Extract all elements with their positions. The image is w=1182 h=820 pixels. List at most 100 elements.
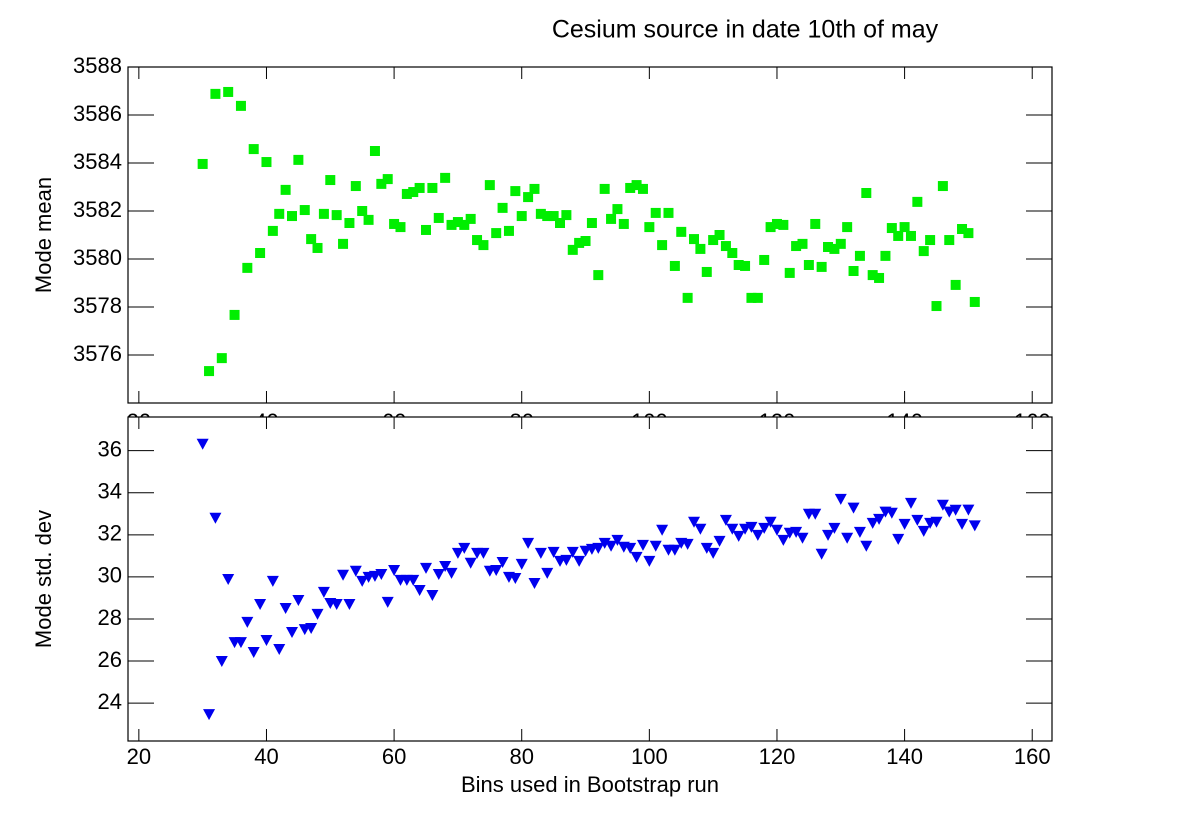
point xyxy=(254,599,267,611)
point xyxy=(765,222,776,233)
point xyxy=(216,353,227,364)
point xyxy=(209,512,222,524)
point xyxy=(592,542,605,554)
point xyxy=(834,493,847,505)
point xyxy=(611,534,624,546)
point xyxy=(810,218,821,229)
point xyxy=(949,504,962,516)
point xyxy=(688,516,701,528)
point xyxy=(848,266,859,276)
point xyxy=(330,599,343,611)
point xyxy=(822,529,835,541)
point xyxy=(803,260,814,270)
point xyxy=(854,250,865,261)
point xyxy=(758,522,771,534)
point xyxy=(624,542,637,554)
point xyxy=(325,175,336,186)
x-tick-label: 100 xyxy=(631,409,668,434)
point xyxy=(637,183,648,194)
point xyxy=(746,292,757,303)
point xyxy=(464,557,477,569)
point xyxy=(598,537,611,549)
point xyxy=(566,546,579,558)
point xyxy=(777,534,790,546)
plot-frame xyxy=(127,66,1053,404)
point xyxy=(899,222,910,233)
x-tick-label: 140 xyxy=(886,409,923,434)
point xyxy=(376,178,387,189)
point xyxy=(682,292,693,303)
point xyxy=(306,234,317,245)
point xyxy=(605,540,618,552)
x-axis-label: Bins used in Bootstrap run xyxy=(461,772,719,797)
point xyxy=(944,235,955,246)
point xyxy=(676,226,687,237)
point xyxy=(701,266,712,277)
point xyxy=(593,270,604,281)
point xyxy=(631,180,642,191)
point xyxy=(663,207,674,218)
point xyxy=(414,182,425,193)
point xyxy=(247,647,260,659)
point xyxy=(618,218,629,229)
point xyxy=(918,246,929,257)
point xyxy=(472,235,483,246)
x-tick-label: 160 xyxy=(1014,409,1051,434)
point xyxy=(548,211,559,222)
point xyxy=(796,532,809,544)
point xyxy=(847,502,860,514)
point xyxy=(898,518,911,530)
y-tick-label: 3578 xyxy=(73,293,122,318)
point xyxy=(707,547,720,559)
point xyxy=(853,526,866,538)
point xyxy=(274,208,285,219)
point xyxy=(816,261,827,272)
point xyxy=(745,521,758,533)
point xyxy=(727,248,738,258)
point xyxy=(842,222,853,233)
x-tick-label: 100 xyxy=(631,744,668,769)
point xyxy=(968,520,981,532)
point xyxy=(196,438,209,450)
point xyxy=(528,577,541,589)
point xyxy=(668,544,681,556)
point xyxy=(445,567,458,579)
point xyxy=(317,586,330,598)
point xyxy=(599,183,610,194)
point xyxy=(797,238,808,249)
chart-title: Cesium source in date 10th of may xyxy=(552,16,939,44)
plot-frame xyxy=(127,416,1053,742)
point xyxy=(490,564,503,576)
point xyxy=(311,608,324,620)
point xyxy=(866,517,879,529)
point xyxy=(911,514,924,526)
point xyxy=(440,172,451,183)
point xyxy=(285,627,298,639)
point xyxy=(636,539,649,551)
point xyxy=(931,301,942,312)
y-tick-label: 28 xyxy=(98,605,122,630)
point xyxy=(426,589,439,601)
point xyxy=(465,213,476,224)
point xyxy=(484,180,495,191)
point xyxy=(917,525,930,537)
point xyxy=(586,218,597,228)
point xyxy=(542,211,553,222)
point xyxy=(427,182,438,193)
point xyxy=(222,574,235,585)
point xyxy=(643,555,656,567)
point xyxy=(503,225,514,236)
point xyxy=(229,309,240,320)
point xyxy=(344,218,355,228)
point xyxy=(606,213,617,224)
point xyxy=(255,248,266,258)
point xyxy=(784,267,795,278)
point xyxy=(681,538,694,550)
point xyxy=(764,516,777,528)
y-tick-label: 3584 xyxy=(73,149,122,174)
point xyxy=(713,535,726,547)
point xyxy=(541,567,554,579)
y-tick-label: 3582 xyxy=(73,197,122,222)
point xyxy=(770,524,783,536)
